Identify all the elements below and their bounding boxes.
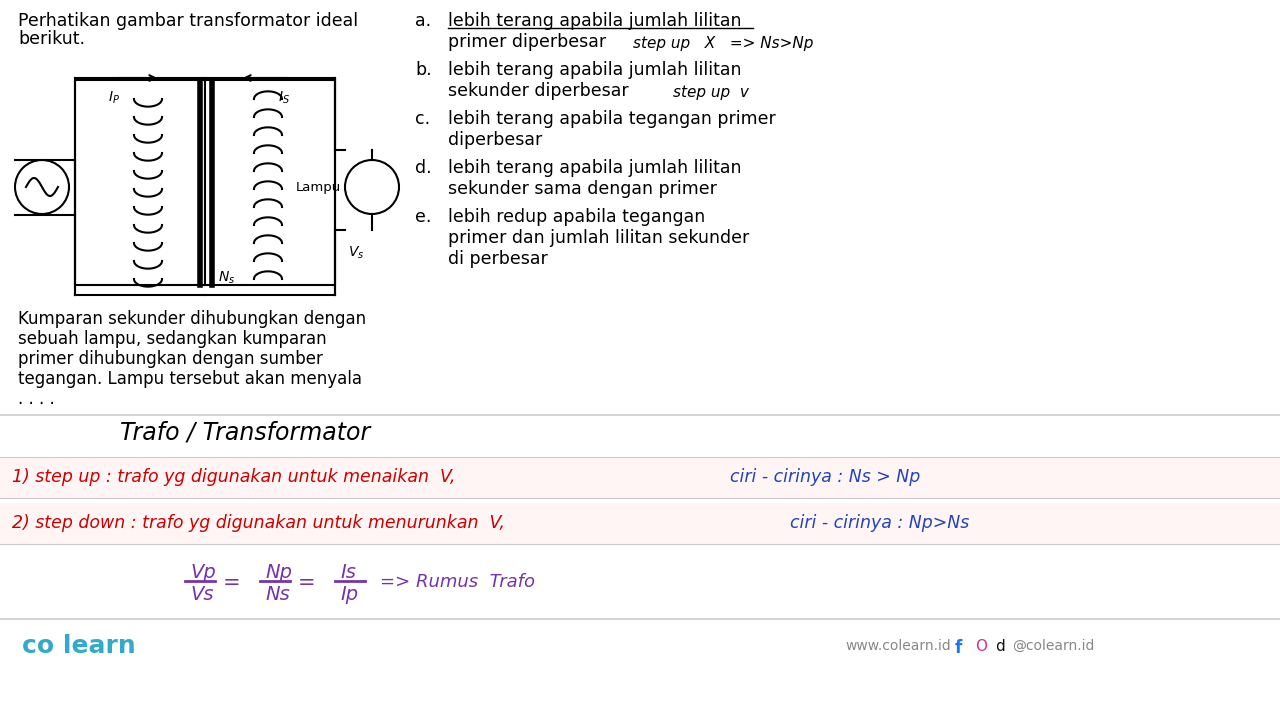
- Text: Np: Np: [265, 563, 292, 582]
- Text: primer dan jumlah lilitan sekunder: primer dan jumlah lilitan sekunder: [448, 229, 749, 247]
- Text: ciri - cirinya : Np>Ns: ciri - cirinya : Np>Ns: [790, 514, 969, 532]
- Text: f: f: [955, 639, 963, 657]
- Text: $I_P$: $I_P$: [108, 90, 120, 107]
- Text: co learn: co learn: [22, 634, 136, 658]
- Text: lebih redup apabila tegangan: lebih redup apabila tegangan: [448, 208, 705, 226]
- Text: berikut.: berikut.: [18, 30, 84, 48]
- Text: Perhatikan gambar transformator ideal: Perhatikan gambar transformator ideal: [18, 12, 358, 30]
- Text: primer dihubungkan dengan sumber: primer dihubungkan dengan sumber: [18, 350, 323, 368]
- Text: Lampu: Lampu: [296, 181, 340, 194]
- Bar: [205, 80, 335, 285]
- Text: lebih terang apabila jumlah lilitan: lebih terang apabila jumlah lilitan: [448, 61, 741, 79]
- Text: Ip: Ip: [340, 585, 358, 604]
- Bar: [0, 457, 1280, 498]
- Circle shape: [15, 160, 69, 214]
- Text: @colearn.id: @colearn.id: [1012, 639, 1094, 653]
- Text: step up   X   => Ns>Np: step up X => Ns>Np: [634, 36, 813, 51]
- Text: Kumparan sekunder dihubungkan dengan: Kumparan sekunder dihubungkan dengan: [18, 310, 366, 328]
- Text: $I_S$: $I_S$: [278, 90, 291, 107]
- Text: =: =: [298, 573, 316, 593]
- Text: a.: a.: [415, 12, 431, 30]
- Text: lebih terang apabila tegangan primer: lebih terang apabila tegangan primer: [448, 110, 776, 128]
- Bar: [0, 503, 1280, 544]
- Text: www.colearn.id: www.colearn.id: [845, 639, 951, 653]
- Text: Ns: Ns: [265, 585, 289, 604]
- Text: d.: d.: [415, 159, 431, 177]
- Bar: [76, 80, 205, 285]
- Text: Trafo / Transformator: Trafo / Transformator: [120, 420, 370, 444]
- Text: 2) step down : trafo yg digunakan untuk menurunkan  V,: 2) step down : trafo yg digunakan untuk …: [12, 514, 504, 532]
- Text: Vs: Vs: [189, 585, 214, 604]
- Text: primer diperbesar: primer diperbesar: [448, 33, 607, 51]
- Text: ciri - cirinya : Ns > Np: ciri - cirinya : Ns > Np: [730, 468, 920, 486]
- Text: $V_s$: $V_s$: [348, 245, 365, 261]
- Text: sekunder sama dengan primer: sekunder sama dengan primer: [448, 180, 717, 198]
- Text: Is: Is: [340, 563, 356, 582]
- Text: O: O: [975, 639, 987, 654]
- Text: Vp: Vp: [189, 563, 216, 582]
- Text: diperbesar: diperbesar: [448, 131, 543, 149]
- Text: lebih terang apabila jumlah lilitan: lebih terang apabila jumlah lilitan: [448, 12, 741, 30]
- Text: b.: b.: [415, 61, 431, 79]
- Text: sekunder diperbesar: sekunder diperbesar: [448, 82, 628, 100]
- Text: tegangan. Lampu tersebut akan menyala: tegangan. Lampu tersebut akan menyala: [18, 370, 362, 388]
- Circle shape: [346, 160, 399, 214]
- Text: sebuah lampu, sedangkan kumparan: sebuah lampu, sedangkan kumparan: [18, 330, 326, 348]
- Text: e.: e.: [415, 208, 431, 226]
- Text: lebih terang apabila jumlah lilitan: lebih terang apabila jumlah lilitan: [448, 159, 741, 177]
- Text: 1) step up : trafo yg digunakan untuk menaikan  V,: 1) step up : trafo yg digunakan untuk me…: [12, 468, 456, 486]
- Text: di perbesar: di perbesar: [448, 250, 548, 268]
- Text: . . . .: . . . .: [18, 390, 55, 408]
- Text: $N_s$: $N_s$: [218, 270, 236, 287]
- Text: d: d: [995, 639, 1005, 654]
- Text: c.: c.: [415, 110, 430, 128]
- Text: =: =: [223, 573, 241, 593]
- Text: => Rumus  Trafo: => Rumus Trafo: [380, 573, 535, 591]
- Text: step up  v: step up v: [673, 85, 749, 100]
